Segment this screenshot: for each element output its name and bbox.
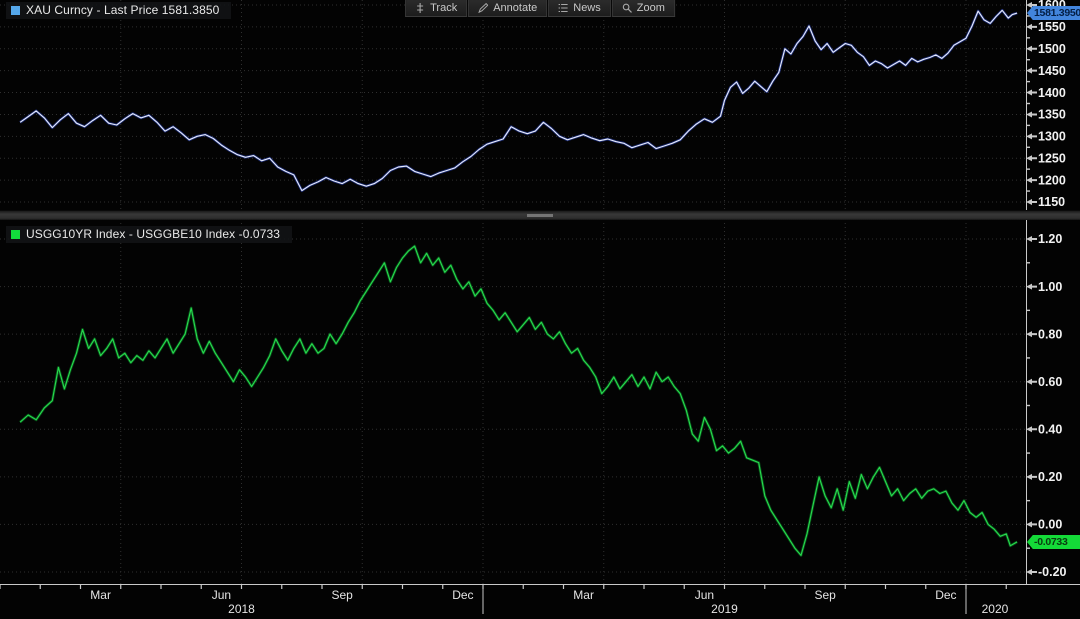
y-axis-label: 1.00 xyxy=(1038,280,1062,294)
y-axis-tick xyxy=(1026,133,1037,140)
y-axis-tick xyxy=(1026,23,1037,30)
x-month-label: Sep xyxy=(814,588,836,602)
y-axis-label: 1.20 xyxy=(1038,232,1062,246)
x-month-label: Mar xyxy=(573,588,594,602)
y-axis-label: 1450 xyxy=(1038,64,1066,78)
panel-divider[interactable] xyxy=(0,210,1080,220)
news-icon xyxy=(558,3,568,13)
annotate-button[interactable]: Annotate xyxy=(468,0,548,17)
legend-real-yield[interactable]: USGG10YR Index - USGGBE10 Index -0.0733 xyxy=(6,226,293,243)
x-year-label: 2018 xyxy=(228,602,255,616)
legend-xau[interactable]: XAU Curncy - Last Price 1581.3850 xyxy=(6,2,232,19)
y-axis-tick xyxy=(1026,283,1037,290)
x-month-label: Dec xyxy=(935,588,956,602)
divider-handle[interactable] xyxy=(527,214,553,217)
legend-real-yield-label: USGG10YR Index - USGGBE10 Index -0.0733 xyxy=(26,227,281,241)
y-axis-tick xyxy=(1026,45,1037,52)
annotate-icon xyxy=(478,3,489,13)
y-axis-label: 0.60 xyxy=(1038,375,1062,389)
x-year-label: 2020 xyxy=(982,602,1009,616)
y-axis-label: 0.00 xyxy=(1038,518,1062,532)
series-line-xau xyxy=(19,9,1018,192)
y-axis-label: -0.20 xyxy=(1038,565,1067,579)
y-axis-tick xyxy=(1026,199,1037,205)
y-axis-label: 1250 xyxy=(1038,151,1066,165)
y-axis-label: 1550 xyxy=(1038,20,1066,34)
legend-xau-label: XAU Curncy - Last Price 1581.3850 xyxy=(26,3,220,17)
y-axis-label: 1500 xyxy=(1038,42,1066,56)
track-button[interactable]: Track xyxy=(405,0,468,17)
y-axis-tick xyxy=(1026,426,1037,433)
news-button[interactable]: News xyxy=(548,0,611,17)
zoom-button[interactable]: Zoom xyxy=(611,0,675,17)
y-axis-tick xyxy=(1026,473,1037,480)
x-year-label: 2019 xyxy=(711,602,738,616)
series-swatch-real-yield xyxy=(11,229,20,239)
y-axis-label: 1400 xyxy=(1038,86,1066,100)
y-axis-tick xyxy=(1026,236,1037,242)
y-axis-tick xyxy=(1026,331,1037,338)
series-group xyxy=(19,244,1018,557)
y-axis-label: 0.40 xyxy=(1038,422,1062,436)
zoom-button-label: Zoom xyxy=(636,1,665,14)
y-axis-label: 0.80 xyxy=(1038,327,1062,341)
zoom-icon xyxy=(622,3,632,13)
y-axis-tick xyxy=(1026,378,1037,385)
x-month-label: Jun xyxy=(212,588,231,602)
x-month-label: Jun xyxy=(695,588,714,602)
y-axis-label: 0.20 xyxy=(1038,470,1062,484)
chart-toolbar: Track Annotate News Zoom xyxy=(405,0,675,17)
y-axis-label: 1150 xyxy=(1038,195,1065,209)
y-axis-tick xyxy=(1026,2,1037,8)
x-month-label: Dec xyxy=(452,588,473,602)
last-price-badge-real-yield: -0.0733 xyxy=(1027,535,1080,549)
x-month-label: Sep xyxy=(331,588,353,602)
news-button-label: News xyxy=(573,1,601,14)
last-price-badge-xau: 1581.3950 xyxy=(1027,6,1080,20)
y-axis-label: 1200 xyxy=(1038,173,1066,187)
x-month-label: Mar xyxy=(90,588,111,602)
y-axis-tick xyxy=(1026,111,1037,118)
y-axis-tick xyxy=(1026,89,1037,96)
y-axis-label: 1350 xyxy=(1038,108,1066,122)
y-axis-tick xyxy=(1026,155,1037,162)
y-axis-tick xyxy=(1026,67,1037,74)
y-axis-tick xyxy=(1026,521,1037,528)
y-axis-tick xyxy=(1026,569,1037,575)
series-group xyxy=(19,8,1018,193)
track-icon xyxy=(415,3,425,13)
annotate-button-label: Annotate xyxy=(493,1,538,14)
y-axis-tick xyxy=(1026,177,1037,184)
series-swatch-xau xyxy=(11,5,20,15)
track-button-label: Track xyxy=(430,1,458,14)
y-axis-label: 1300 xyxy=(1038,130,1066,144)
series-line-real-yield xyxy=(19,245,1018,556)
